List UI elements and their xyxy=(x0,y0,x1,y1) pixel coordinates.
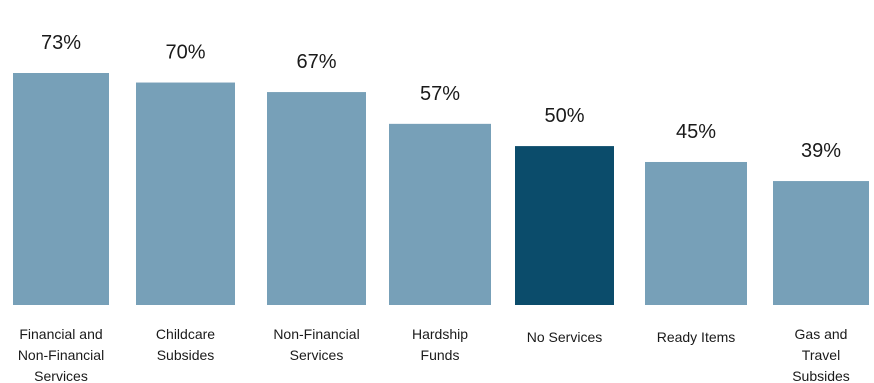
value-label-7: 39% xyxy=(801,140,841,162)
category-label-3: Non-Financial Services xyxy=(273,326,359,363)
value-label-5: 50% xyxy=(544,105,584,127)
category-label-6: Ready Items xyxy=(657,329,736,345)
bar-4 xyxy=(389,123,491,306)
category-label-4: Hardship Funds xyxy=(412,326,468,363)
bars-group xyxy=(13,73,869,306)
category-label-2: Childcare Subsides xyxy=(156,326,215,363)
bar-2 xyxy=(136,82,235,306)
value-label-1: 73% xyxy=(41,32,81,54)
bar-3 xyxy=(267,92,366,305)
value-label-3: 67% xyxy=(296,51,336,73)
bar-6 xyxy=(645,161,747,305)
value-label-2: 70% xyxy=(165,42,205,64)
category-label-5: No Services xyxy=(527,329,602,345)
bar-1 xyxy=(13,73,109,305)
value-labels-group: 73% 70% 67% 57% 50% 45% 39% xyxy=(41,32,841,162)
category-label-1: Financial and Non-Financial Services xyxy=(18,326,104,383)
bar-5 xyxy=(515,146,614,305)
value-label-4: 57% xyxy=(420,83,460,105)
category-labels-group: Financial and Non-Financial Services Childc… xyxy=(18,326,850,383)
category-label-7: Gas and Travel Subsides xyxy=(792,326,850,383)
bar-7 xyxy=(773,181,869,305)
value-label-6: 45% xyxy=(676,121,716,143)
